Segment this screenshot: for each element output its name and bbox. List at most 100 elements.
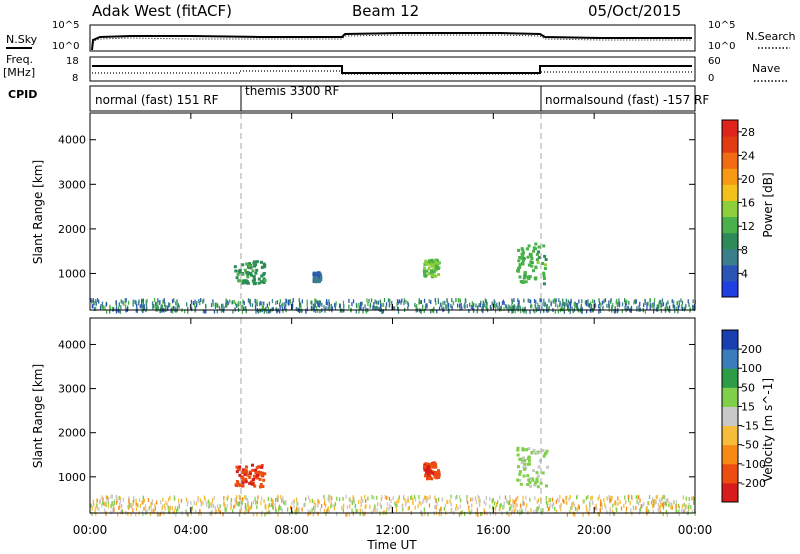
power-scatter-cell [132, 299, 134, 304]
power-scatter-cell [113, 307, 115, 312]
noise-left-tick-bottom: 10^0 [52, 41, 79, 52]
power-scatter-cell [214, 305, 217, 309]
power-scatter-cell [120, 305, 122, 310]
power-scatter-cell [519, 306, 522, 311]
velocity-scatter-cell [176, 508, 178, 513]
velocity-scatter-cell [478, 496, 480, 500]
velocity-scatter-cell [230, 502, 232, 507]
power-scatter-cell [530, 299, 532, 304]
power-colorbar-tick-label: 8 [741, 244, 748, 257]
power-scatter-cell [567, 306, 569, 311]
velocity-scatter-cell [238, 473, 242, 477]
power-scatter-cell [443, 306, 445, 311]
power-scatter-cell [602, 305, 604, 310]
velocity-scatter-cell [617, 496, 619, 501]
velocity-scatter-cell [427, 465, 430, 468]
velocity-scatter-cell [365, 499, 367, 503]
velocity-scatter-cell [427, 496, 429, 501]
velocity-scatter-cell [156, 500, 158, 505]
power-scatter-cell [157, 305, 159, 310]
velocity-scatter-cell [92, 499, 94, 504]
power-scatter-cell [238, 271, 242, 275]
velocity-scatter-cell [627, 494, 630, 499]
power-scatter-cell [516, 269, 520, 273]
power-scatter-cell [317, 308, 319, 313]
power-scatter-cell [540, 298, 543, 303]
velocity-scatter-cell [128, 496, 130, 501]
cpid-mode-2: themis 3300 RF [245, 84, 339, 98]
velocity-scatter-cell [515, 507, 517, 512]
velocity-scatter-cell [466, 495, 468, 499]
velocity-scatter-cell [479, 498, 481, 503]
velocity-scatter-cell [341, 505, 343, 510]
power-scatter-cell [175, 301, 177, 306]
velocity-scatter-cell [420, 501, 422, 506]
power-scatter-cell [241, 272, 245, 276]
power-scatter-cell [540, 309, 542, 314]
velocity-scatter-cell [303, 503, 305, 508]
power-scatter-cell [446, 298, 448, 303]
velocity-scatter-cell [241, 479, 245, 483]
power-scatter-cell [608, 304, 610, 308]
velocity-scatter-cell [293, 504, 295, 509]
velocity-scatter-cell [207, 499, 210, 504]
power-scatter-cell [673, 300, 675, 305]
power-scatter-cell [514, 305, 516, 310]
velocity-scatter-cell [212, 497, 214, 502]
velocity-scatter-cell [323, 508, 326, 513]
velocity-scatter-cell [162, 497, 164, 502]
power-scatter-cell [314, 298, 316, 303]
power-scatter-cell [359, 306, 361, 310]
velocity-scatter-cell [457, 506, 459, 511]
power-scatter-cell [518, 299, 520, 304]
velocity-scatter-cell [655, 500, 657, 504]
velocity-scatter-cell [348, 512, 350, 517]
velocity-scatter-cell [425, 495, 427, 500]
velocity-scatter-cell [467, 500, 469, 505]
power-scatter-cell [429, 263, 433, 267]
velocity-scatter-cell [291, 501, 293, 506]
velocity-scatter-cell [388, 496, 391, 501]
power-scatter-cell [674, 309, 676, 314]
power-scatter-cell [534, 303, 536, 308]
power-scatter-cell [373, 304, 375, 309]
velocity-scatter-cell [168, 509, 170, 514]
power-scatter-cell [560, 307, 562, 312]
velocity-scatter-cell [666, 512, 668, 517]
power-scatter-cell [520, 247, 524, 251]
velocity-scatter-cell [537, 465, 541, 469]
power-scatter-cell [569, 309, 571, 314]
power-scatter-cell [528, 299, 530, 303]
power-scatter-cell [196, 303, 198, 308]
velocity-scatter-cell [178, 504, 180, 509]
power-scatter-cell [252, 261, 256, 265]
power-scatter-cell [205, 309, 207, 314]
velocity-scatter-cell [664, 501, 666, 506]
velocity-scatter-cell [522, 459, 526, 462]
power-scatter-cell [257, 277, 261, 281]
power-scatter-cell [423, 266, 426, 270]
velocity-scatter-cell [657, 507, 659, 512]
velocity-scatter-cell [312, 512, 314, 517]
velocity-scatter-cell [256, 512, 258, 517]
velocity-scatter-cell [373, 505, 375, 510]
power-scatter-cell [184, 309, 186, 314]
power-scatter-cell [482, 300, 484, 305]
velocity-scatter-cell [662, 495, 664, 500]
velocity-colorbar-tick-label: -200 [741, 477, 766, 490]
power-scatter-cell [543, 308, 545, 313]
power-scatter-cell [447, 301, 449, 306]
power-scatter-cell [459, 303, 461, 308]
power-scatter-cell [421, 307, 424, 312]
power-scatter-cell [437, 298, 439, 303]
velocity-scatter-cell [91, 506, 93, 511]
velocity-scatter-cell [526, 474, 530, 478]
velocity-scatter-cell [166, 502, 168, 507]
velocity-scatter-cell [244, 495, 246, 500]
power-scatter-cell [301, 299, 303, 304]
power-scatter-cell [475, 303, 477, 308]
power-scatter-cell [518, 265, 522, 269]
velocity-scatter-cell [365, 504, 367, 509]
power-scatter-cell [442, 301, 444, 306]
velocity-scatter-cell [627, 498, 630, 502]
